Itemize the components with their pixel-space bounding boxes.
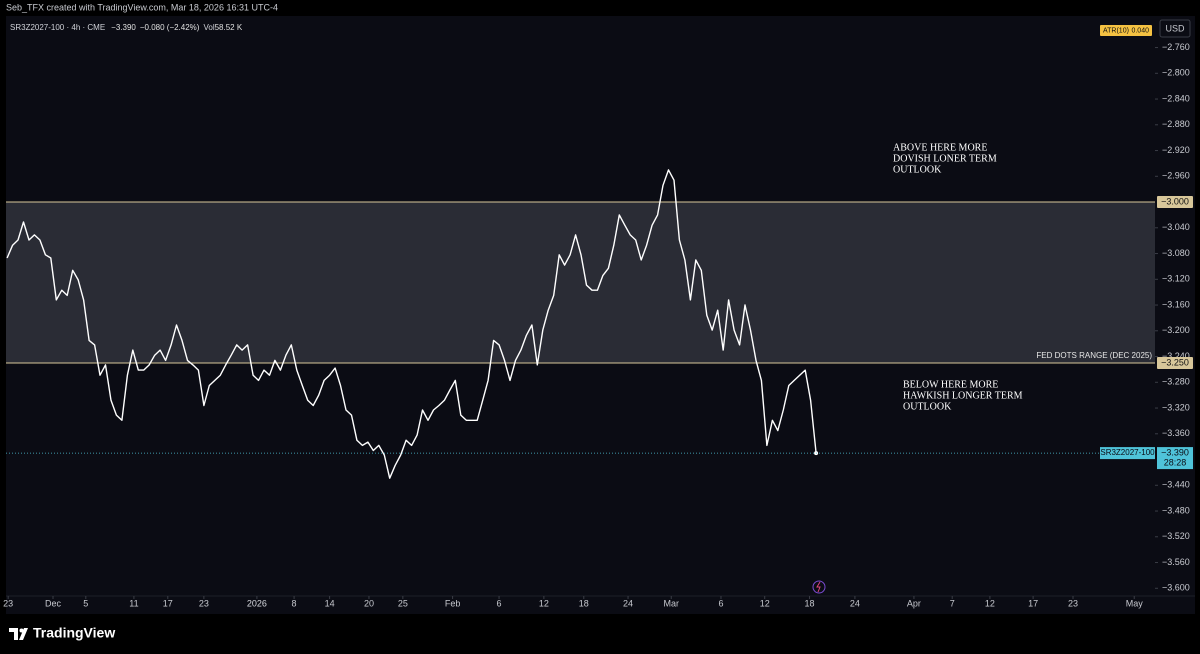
y-tick-label: −3.360 [1162,428,1190,438]
brand-logo [9,628,28,640]
y-tick-label: −3.120 [1162,274,1190,284]
x-tick-label: 18 [579,598,589,608]
y-tick-label: −3.240 [1162,351,1190,361]
symbol-label: SR3Z2027-100 [1100,448,1155,457]
x-tick-label: 6 [718,598,723,608]
x-tick-label: 8 [292,598,297,608]
legend-volume-label: Vol [203,23,214,32]
x-tick-label: 17 [1028,598,1038,608]
x-tick-label: 20 [364,598,374,608]
indicator-value: 0.040 [1131,27,1149,34]
x-tick-label: 17 [163,598,173,608]
symbol-label-box [1100,447,1155,460]
annotation: DOVISH LONER TERM [893,153,997,164]
x-tick-label: Feb [445,598,461,608]
x-tick-label: May [1126,598,1144,608]
y-tick-label: −3.560 [1162,557,1190,567]
current-price-label: −3.390 [1161,447,1189,457]
y-tick-label: −3.200 [1162,325,1190,335]
legend-symbol: SR3Z2027-100 · 4h · CME [10,23,105,32]
line-note: FED DOTS RANGE (DEC 2025) [1036,351,1152,360]
x-tick-label: 23 [199,598,209,608]
x-tick-label: 24 [850,598,860,608]
current-price-box [1157,447,1193,470]
range-zone [6,202,1155,363]
currency-box [1159,19,1191,38]
y-tick-label: −3.280 [1162,377,1190,387]
y-tick-label: −3.520 [1162,531,1190,541]
y-tick-label: −2.920 [1162,145,1190,155]
y-tick-label: −3.320 [1162,402,1190,412]
annotation: OUTLOOK [903,401,952,412]
price-label-box [1157,356,1193,369]
legend: SR3Z2027-100 · 4h · CME −3.390 −0.080 (−2.… [10,23,243,32]
x-tick-label: Dec [45,598,62,608]
x-tick-label: 12 [539,598,549,608]
x-tick-label: 11 [129,598,138,608]
annotation: OUTLOOK [893,164,942,175]
price-line [6,169,817,479]
x-tick-label: 2026 [247,598,267,608]
price-label: −3.250 [1161,357,1189,367]
x-tick-label: Apr [907,598,921,608]
x-tick-label: 24 [623,598,633,608]
price-label: −3.000 [1161,196,1189,206]
y-tick-label: −3.040 [1162,222,1190,232]
y-tick-label: −3.440 [1162,480,1190,490]
indicator-name: ATR(10) [1103,27,1129,34]
y-tick-label: −2.760 [1162,42,1190,52]
x-tick-label: 6 [497,598,502,608]
y-tick-label: −2.840 [1162,93,1190,103]
x-tick-label: 23 [1068,598,1078,608]
annotation: BELOW HERE MORE [903,379,998,390]
x-tick-label: 5 [83,598,88,608]
annotation: HAWKISH LONGER TERM [903,390,1023,401]
x-tick-label: 7 [950,598,955,608]
y-tick-label: −3.080 [1162,248,1190,258]
x-tick-label: 12 [760,598,770,608]
brand: TradingView [33,625,115,641]
price-label-box [1157,196,1193,209]
x-tick-label: 18 [805,598,815,608]
y-tick-label: −3.480 [1162,505,1190,515]
y-tick-label: −3.600 [1162,583,1190,593]
x-tick-label: 12 [985,598,995,608]
y-tick-label: −2.800 [1162,68,1190,78]
legend-change: −0.080 (−2.42%) [140,23,200,32]
y-tick-label: −3.160 [1162,299,1190,309]
indicator-box [1100,25,1152,36]
annotation: ABOVE HERE MORE [893,142,987,153]
x-tick-label: Mar [663,598,679,608]
lightning-icon [812,580,826,594]
legend-close: −3.390 [111,23,136,32]
y-tick-label: −2.880 [1162,119,1190,129]
y-tick-label: −2.960 [1162,171,1190,181]
currency: USD [1165,23,1185,33]
x-tick-label: 25 [398,598,408,608]
header: Seb_TFX created with TradingView.com, Ma… [6,2,278,12]
x-tick-label: 23 [3,598,13,608]
legend-volume: 58.52 K [215,23,243,32]
x-tick-label: 14 [325,598,335,608]
countdown: 28:28 [1164,457,1187,467]
